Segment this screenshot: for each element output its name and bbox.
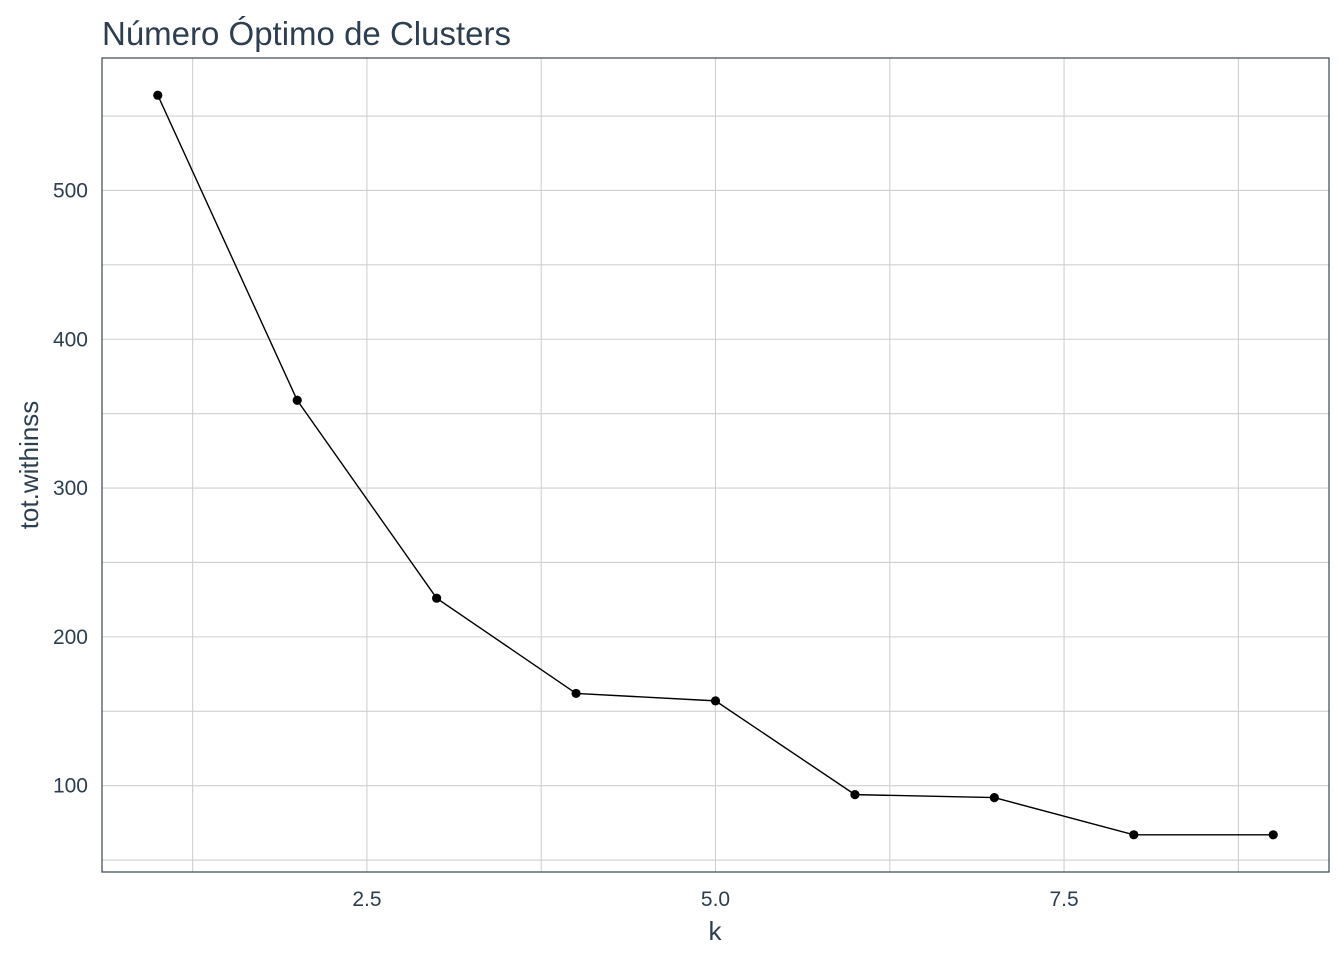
y-tick-label: 100 <box>53 775 88 798</box>
data-point <box>153 90 163 100</box>
grid-lines <box>102 58 1329 872</box>
x-tick-label: 7.5 <box>1049 888 1078 911</box>
y-axis-title: tot.withinss <box>14 401 44 530</box>
series-group <box>153 90 1278 840</box>
x-tick-label: 5.0 <box>701 888 730 911</box>
data-point <box>1129 830 1139 840</box>
data-point <box>989 792 999 803</box>
chart-title: Número Óptimo de Clusters <box>102 15 511 52</box>
plot-panel <box>101 57 1330 873</box>
y-tick-label: 200 <box>53 626 88 649</box>
x-axis-ticks: 2.5 5.0 7.5 <box>352 888 1078 911</box>
y-axis-ticks: 100 200 300 400 500 <box>53 179 88 797</box>
x-axis-title: k <box>709 916 723 946</box>
data-point <box>850 790 860 800</box>
data-point <box>710 696 721 706</box>
data-point <box>571 688 581 699</box>
data-point <box>1268 830 1278 840</box>
data-point <box>292 395 302 405</box>
data-point <box>432 593 442 603</box>
x-tick-label: 2.5 <box>352 888 381 911</box>
y-tick-label: 400 <box>53 328 88 351</box>
y-tick-label: 300 <box>53 477 88 500</box>
y-tick-label: 500 <box>53 179 88 202</box>
